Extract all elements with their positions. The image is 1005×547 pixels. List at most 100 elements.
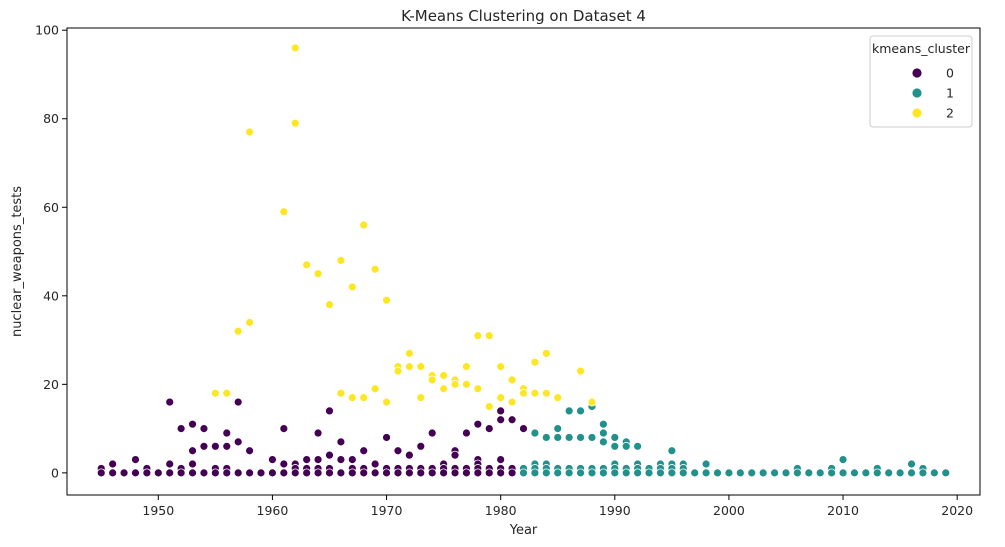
data-point-cluster-2 xyxy=(541,348,551,358)
data-point-cluster-0 xyxy=(416,441,426,451)
data-point-cluster-1 xyxy=(656,468,665,478)
data-point-cluster-0 xyxy=(393,468,403,478)
data-point-cluster-0 xyxy=(313,428,323,438)
data-point-cluster-1 xyxy=(598,437,608,447)
x-axis-label: Year xyxy=(509,523,538,538)
data-point-cluster-2 xyxy=(553,393,563,403)
data-point-cluster-0 xyxy=(313,455,323,464)
data-point-cluster-1 xyxy=(701,459,711,469)
data-point-cluster-1 xyxy=(781,468,791,478)
data-point-cluster-1 xyxy=(530,428,540,438)
data-point-cluster-0 xyxy=(450,468,460,478)
legend-title: kmeans_cluster xyxy=(872,41,971,56)
x-tick-label: 1970 xyxy=(371,503,403,518)
data-point-cluster-2 xyxy=(233,326,243,336)
data-point-cluster-0 xyxy=(222,468,232,478)
data-point-cluster-0 xyxy=(131,468,140,478)
data-point-cluster-2 xyxy=(519,388,528,398)
data-point-cluster-1 xyxy=(678,468,688,478)
data-point-cluster-0 xyxy=(404,450,414,460)
data-point-cluster-2 xyxy=(302,260,312,270)
data-point-cluster-0 xyxy=(496,455,506,464)
data-point-cluster-2 xyxy=(359,220,369,230)
data-point-cluster-1 xyxy=(564,468,574,478)
data-point-cluster-2 xyxy=(439,371,449,380)
data-point-cluster-1 xyxy=(724,468,734,478)
plot-area-frame xyxy=(66,27,981,496)
legend-box xyxy=(869,35,973,128)
data-point-cluster-1 xyxy=(747,468,757,478)
data-point-cluster-1 xyxy=(884,468,894,478)
data-point-cluster-1 xyxy=(587,433,597,442)
data-point-cluster-1 xyxy=(598,428,608,438)
data-point-cluster-0 xyxy=(233,437,243,447)
data-point-cluster-1 xyxy=(598,468,608,478)
x-tick-label: 2010 xyxy=(827,503,859,518)
data-point-cluster-1 xyxy=(793,468,802,478)
data-point-cluster-1 xyxy=(735,468,745,478)
data-point-cluster-2 xyxy=(484,402,494,411)
data-point-cluster-2 xyxy=(507,375,517,385)
data-point-cluster-1 xyxy=(907,468,916,478)
data-point-cluster-1 xyxy=(576,468,585,478)
data-point-cluster-2 xyxy=(347,393,357,403)
data-point-cluster-0 xyxy=(370,459,380,469)
y-tick-label: 60 xyxy=(43,200,59,215)
data-point-cluster-2 xyxy=(576,366,585,376)
data-point-cluster-2 xyxy=(404,348,414,358)
data-point-cluster-0 xyxy=(416,468,426,478)
data-point-cluster-0 xyxy=(142,468,152,478)
data-point-cluster-2 xyxy=(382,295,391,305)
data-point-cluster-0 xyxy=(336,437,346,447)
data-point-cluster-0 xyxy=(496,415,506,425)
data-point-cluster-2 xyxy=(382,397,391,407)
y-tick-label: 100 xyxy=(35,23,59,38)
data-point-cluster-0 xyxy=(507,415,517,425)
data-point-cluster-0 xyxy=(359,468,369,478)
data-point-cluster-0 xyxy=(290,468,300,478)
data-point-cluster-1 xyxy=(838,468,848,478)
data-point-cluster-0 xyxy=(199,424,209,434)
data-point-cluster-0 xyxy=(507,468,517,478)
data-point-cluster-1 xyxy=(576,406,585,416)
data-point-cluster-2 xyxy=(462,379,471,389)
data-point-cluster-2 xyxy=(210,388,220,398)
data-point-cluster-1 xyxy=(644,468,654,478)
data-point-cluster-0 xyxy=(382,433,391,442)
data-point-cluster-1 xyxy=(621,441,631,451)
legend-label-2: 2 xyxy=(946,106,954,121)
legend-marker-2 xyxy=(911,107,923,119)
data-point-cluster-0 xyxy=(279,459,289,469)
data-point-cluster-1 xyxy=(576,433,585,442)
y-tick-label: 0 xyxy=(51,465,59,480)
data-point-cluster-0 xyxy=(427,468,437,478)
y-tick-label: 20 xyxy=(43,377,59,392)
data-point-cluster-0 xyxy=(325,450,334,460)
data-point-cluster-2 xyxy=(439,384,449,394)
data-point-cluster-0 xyxy=(222,428,232,438)
data-point-cluster-2 xyxy=(336,255,346,265)
legend-marker-0 xyxy=(911,67,923,79)
data-point-cluster-1 xyxy=(621,468,631,478)
data-point-cluster-0 xyxy=(245,468,255,478)
data-point-cluster-0 xyxy=(439,468,449,478)
data-point-cluster-1 xyxy=(838,455,848,464)
data-point-cluster-0 xyxy=(279,468,289,478)
data-point-cluster-0 xyxy=(404,468,414,478)
data-point-cluster-1 xyxy=(815,468,825,478)
data-point-cluster-1 xyxy=(564,406,574,416)
data-point-cluster-0 xyxy=(165,397,175,407)
data-point-cluster-1 xyxy=(918,468,928,478)
data-point-cluster-0 xyxy=(188,446,197,456)
data-point-cluster-1 xyxy=(827,468,837,478)
data-point-cluster-1 xyxy=(587,468,597,478)
data-point-cluster-0 xyxy=(176,424,186,434)
data-point-cluster-0 xyxy=(302,468,312,478)
data-point-cluster-0 xyxy=(325,406,334,416)
y-axis-label: nuclear_weapons_tests xyxy=(10,186,25,337)
data-point-cluster-1 xyxy=(701,468,711,478)
data-point-cluster-1 xyxy=(713,468,722,478)
data-point-cluster-0 xyxy=(393,446,403,456)
data-point-cluster-1 xyxy=(610,441,620,451)
